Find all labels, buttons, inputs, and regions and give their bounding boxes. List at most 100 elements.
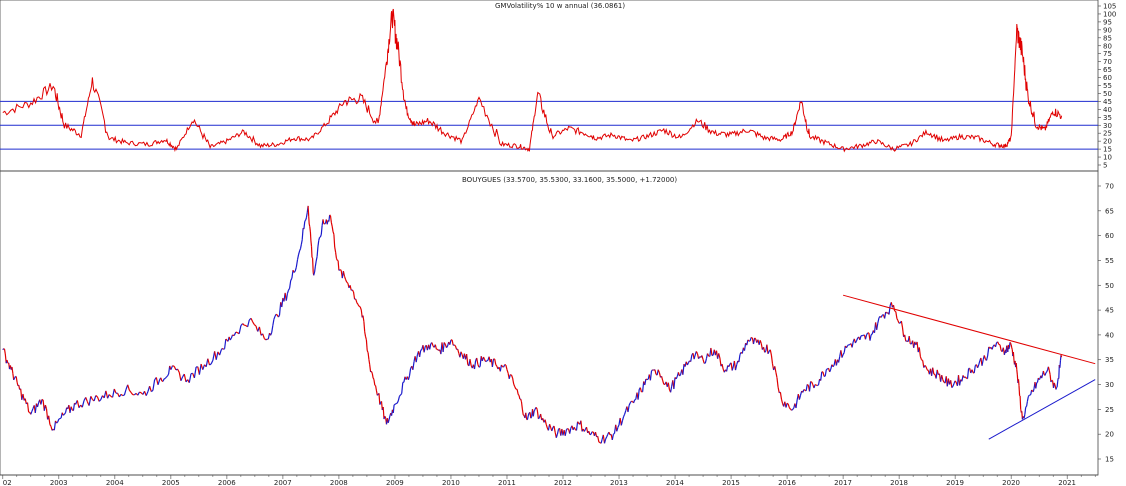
price-segment [530,416,533,419]
price-segment [606,434,609,438]
price-segment [397,396,400,401]
price-segment [1044,372,1047,376]
price-segment [271,325,274,333]
price-segment [3,349,6,355]
price-segment [859,335,862,341]
price-segment [105,390,109,399]
price-segment [63,412,66,415]
x-axis: 02 2003 2004 2005 2006 2007 2008 2009 2010 2011 20… [0,474,1098,486]
price-segment [517,394,520,396]
price-segment [293,270,296,273]
price-segment [520,398,523,403]
price-segment [449,339,452,345]
price-segment [776,377,779,388]
price-segment [41,398,44,401]
price-segment [991,345,994,350]
price-segment [752,337,756,345]
price-segment [272,319,275,326]
price-segment [766,344,769,354]
price-segment [896,318,899,321]
price-segment [780,399,784,404]
price-segment [971,369,974,373]
price-segment [521,409,524,415]
price-segment [31,408,34,412]
price-segment [420,349,423,351]
price-segment [26,402,30,413]
price-segment [374,384,376,387]
price-segment [556,429,560,435]
price-segment [567,427,569,430]
price-segment [215,351,219,360]
price-segment [22,393,25,401]
price-segment [843,345,846,353]
price-segment [1047,366,1050,371]
price-segment [310,240,313,247]
price-segment [152,379,156,391]
price-series [2,205,1063,444]
price-segment [232,334,235,337]
price-segment [48,415,51,425]
price-segment [265,338,268,341]
price-segment [207,358,211,366]
price-segment [180,376,184,382]
price-segment [518,395,521,400]
price-segment [1032,388,1035,392]
price-segment [408,368,412,376]
price-segment [649,370,653,381]
price-segment [454,345,458,350]
price-segment [856,337,859,341]
price-segment [565,428,568,431]
price-segment [309,231,312,241]
price-segment [1045,371,1048,374]
price-title: BOUYGUES (33.5700, 35.5300, 33.1600, 35.… [462,176,677,184]
price-segment [693,354,696,360]
volatility-y-tick-label: 85 [1103,34,1112,42]
price-segment [963,376,966,379]
price-segment [1035,382,1038,389]
price-segment [70,406,73,411]
price-segment [545,424,548,429]
price-y-tick-label: 40 [1105,331,1114,339]
x-tick-label: 2016 [778,479,796,486]
price-segment [842,352,845,355]
price-segment [193,366,197,378]
price-segment [600,438,603,444]
price-segment [590,431,593,435]
price-segment [532,410,535,417]
price-segment [605,436,608,440]
price-y-tick-label: 60 [1105,232,1114,240]
price-y-tick-label: 45 [1105,307,1114,315]
price-segment [553,425,556,433]
price-segment [645,378,648,381]
price-segment [175,368,178,371]
price-segment [378,393,381,405]
price-segment [959,379,962,386]
price-segment [682,364,685,375]
volatility-y-tick-label: 100 [1103,10,1116,18]
price-segment [926,369,929,371]
volatility-y-tick-label: 40 [1103,106,1112,114]
price-segment [892,304,896,312]
price-segment [100,395,104,400]
price-segment [942,379,945,383]
price-segment [337,260,340,271]
price-segment [315,256,318,262]
price-segment [15,376,18,383]
price-segment [505,364,508,370]
volatility-y-tick-label: 65 [1103,66,1112,74]
x-tick-label: 2014 [666,479,684,486]
price-segment [173,366,177,371]
price-segment [363,321,366,332]
price-segment [210,360,214,365]
price-segment [769,349,772,356]
price-segment [368,359,371,365]
price-segment [1041,374,1044,379]
price-segment [754,337,757,340]
price-segment [62,413,65,416]
price-segment [177,368,180,373]
price-segment [932,367,935,375]
price-segment [806,383,809,386]
price-segment [924,365,927,368]
x-tick-label: 2004 [106,479,124,486]
price-segment [513,383,516,388]
